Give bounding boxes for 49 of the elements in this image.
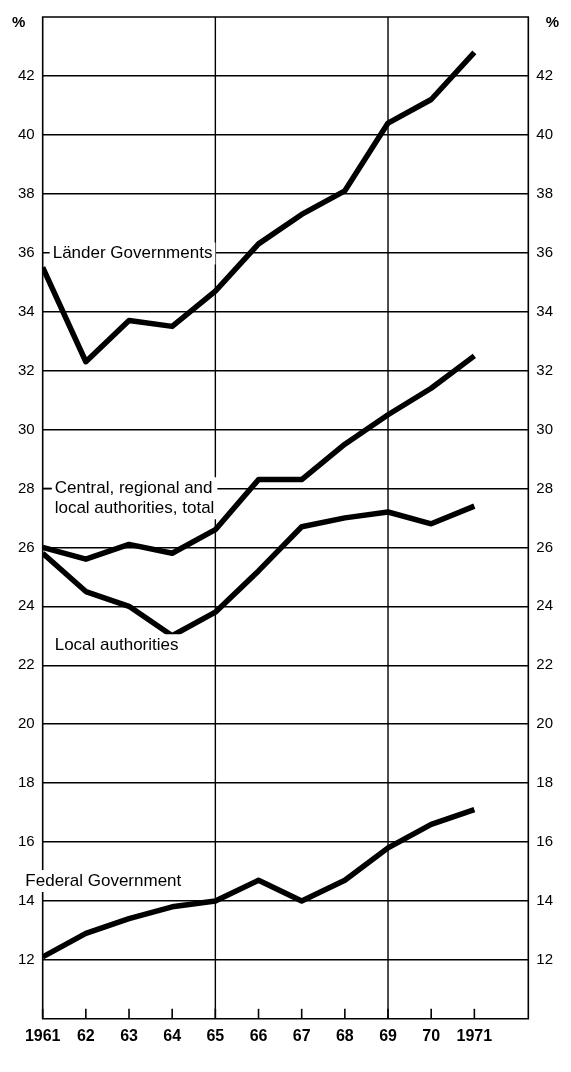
y-tick-label: 30 — [18, 419, 35, 437]
y2-axis-title: % — [545, 13, 559, 31]
x-tick-label: 69 — [379, 1026, 398, 1044]
y2-tick-label: 30 — [536, 419, 553, 437]
y2-tick-label: 34 — [536, 301, 553, 319]
y-tick-label: 16 — [18, 832, 35, 850]
y-tick-label: 20 — [18, 714, 35, 732]
y2-tick-label: 32 — [536, 360, 553, 378]
y-tick-label: 24 — [18, 596, 35, 614]
x-tick-label: 65 — [206, 1026, 225, 1044]
x-tick-label: 1961 — [24, 1026, 61, 1044]
y-tick-label: 26 — [18, 537, 35, 555]
y2-tick-label: 16 — [536, 832, 553, 850]
series-label: Central, regional and local authorities, total — [54, 478, 215, 518]
y2-tick-label: 20 — [536, 714, 553, 732]
x-tick-label: 68 — [335, 1026, 354, 1044]
y-tick-label: 36 — [18, 242, 35, 260]
y-tick-label: 28 — [18, 478, 35, 496]
x-tick-label: 62 — [76, 1026, 95, 1044]
x-tick-label: 1971 — [456, 1026, 493, 1044]
y2-tick-label: 28 — [536, 478, 553, 496]
y-tick-label: 40 — [18, 125, 35, 142]
y-tick-label: 42 — [18, 66, 35, 84]
x-tick-label: 64 — [163, 1026, 182, 1044]
y2-tick-label: 40 — [536, 125, 553, 142]
y2-tick-label: 24 — [536, 596, 553, 614]
series-label: Länder Governments — [52, 243, 213, 263]
y-tick-label: 14 — [18, 891, 35, 909]
series-label: Federal Government — [25, 870, 182, 890]
y-axis-title: % — [12, 13, 26, 31]
y2-tick-label: 22 — [536, 655, 553, 673]
y-tick-label: 22 — [18, 655, 35, 673]
y2-tick-label: 36 — [536, 242, 553, 260]
y2-tick-label: 14 — [536, 891, 553, 909]
y-tick-label: 18 — [18, 773, 35, 791]
y-tick-label: 12 — [18, 950, 35, 968]
series-label: Local authorities — [54, 634, 179, 654]
y2-tick-label: 38 — [536, 183, 553, 201]
y2-tick-label: 12 — [536, 950, 553, 968]
y2-tick-label: 18 — [536, 773, 553, 791]
y2-tick-label: 26 — [536, 537, 553, 555]
y-tick-label: 34 — [18, 301, 35, 319]
y-tick-label: 32 — [18, 360, 35, 378]
y-tick-label: 38 — [18, 183, 35, 201]
y2-tick-label: 42 — [536, 66, 553, 84]
x-tick-label: 70 — [422, 1026, 441, 1044]
x-tick-label: 66 — [249, 1026, 268, 1044]
x-tick-label: 63 — [120, 1026, 139, 1044]
x-tick-label: 67 — [292, 1026, 311, 1044]
